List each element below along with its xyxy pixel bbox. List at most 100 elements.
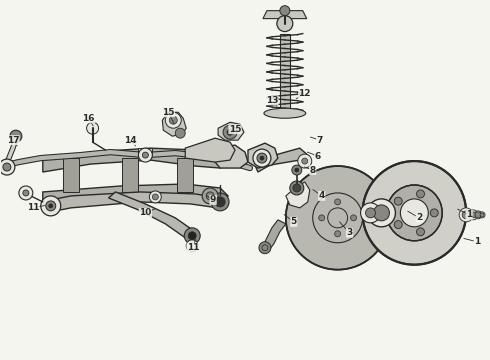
Circle shape [206,192,214,200]
Circle shape [479,212,485,218]
Circle shape [459,208,473,222]
Circle shape [49,204,53,208]
Text: 11: 11 [26,203,39,212]
Circle shape [416,190,424,198]
Circle shape [188,232,196,240]
Circle shape [366,208,375,218]
Circle shape [302,158,308,164]
Circle shape [361,203,380,223]
Circle shape [400,199,428,227]
Circle shape [475,212,481,218]
Text: 14: 14 [124,136,137,145]
Circle shape [262,245,268,251]
Circle shape [215,197,225,207]
Circle shape [257,153,267,163]
Polygon shape [162,112,186,136]
Circle shape [202,188,218,204]
Polygon shape [200,145,248,168]
Circle shape [152,194,158,200]
Text: 12: 12 [298,89,311,98]
Circle shape [165,112,181,128]
Circle shape [280,6,290,15]
Circle shape [350,215,357,221]
Circle shape [286,166,390,270]
Circle shape [394,221,402,229]
Circle shape [335,231,341,237]
Circle shape [298,154,312,168]
FancyBboxPatch shape [280,33,290,115]
Circle shape [87,122,98,134]
Text: 15: 15 [162,108,174,117]
Text: 17: 17 [6,136,19,145]
Polygon shape [286,182,310,208]
Circle shape [19,186,33,200]
Text: 7: 7 [317,136,323,145]
Text: 2: 2 [416,213,422,222]
Circle shape [211,193,229,211]
Circle shape [462,211,470,219]
Circle shape [416,228,424,236]
Polygon shape [108,192,195,240]
Circle shape [259,242,271,254]
Text: 11: 11 [187,243,199,252]
Text: 5: 5 [291,217,297,226]
Circle shape [290,181,304,195]
Circle shape [46,201,56,211]
Text: 3: 3 [346,228,353,237]
Circle shape [470,212,476,218]
Polygon shape [63,158,78,192]
Circle shape [293,184,301,192]
Circle shape [368,199,395,227]
Polygon shape [122,158,138,192]
Circle shape [41,196,61,216]
Circle shape [184,228,200,244]
Circle shape [373,205,390,221]
Circle shape [169,116,177,124]
Text: 9: 9 [210,195,216,204]
Circle shape [430,209,438,217]
Circle shape [175,128,185,138]
Circle shape [186,240,198,252]
Circle shape [260,156,264,160]
Circle shape [363,161,466,265]
Text: 16: 16 [82,114,95,123]
Polygon shape [218,122,244,140]
Text: 8: 8 [310,166,316,175]
Text: 4: 4 [318,192,325,201]
Circle shape [143,152,148,158]
Circle shape [149,191,161,203]
Circle shape [253,149,271,167]
Text: 13: 13 [266,96,278,105]
Text: 15: 15 [229,125,241,134]
Polygon shape [248,143,278,168]
Circle shape [223,125,237,139]
Ellipse shape [264,108,306,118]
Text: 6: 6 [315,152,321,161]
Circle shape [474,211,482,219]
Circle shape [394,197,402,205]
Circle shape [277,15,293,32]
Text: 10: 10 [139,208,151,217]
Polygon shape [43,148,225,172]
Polygon shape [185,138,235,162]
Circle shape [335,199,341,205]
Circle shape [387,185,442,241]
Polygon shape [255,148,308,172]
Circle shape [318,215,325,221]
Circle shape [3,163,11,171]
Circle shape [480,213,484,217]
Circle shape [295,168,299,172]
Circle shape [10,130,22,142]
Circle shape [227,129,233,135]
Circle shape [468,210,478,220]
Text: 1: 1 [466,210,472,219]
Polygon shape [262,220,286,252]
Circle shape [138,148,152,162]
Polygon shape [138,148,152,155]
Polygon shape [263,11,307,19]
Circle shape [23,190,29,196]
Circle shape [292,165,302,175]
Text: 1: 1 [474,237,480,246]
Circle shape [0,159,15,175]
Polygon shape [43,184,228,204]
